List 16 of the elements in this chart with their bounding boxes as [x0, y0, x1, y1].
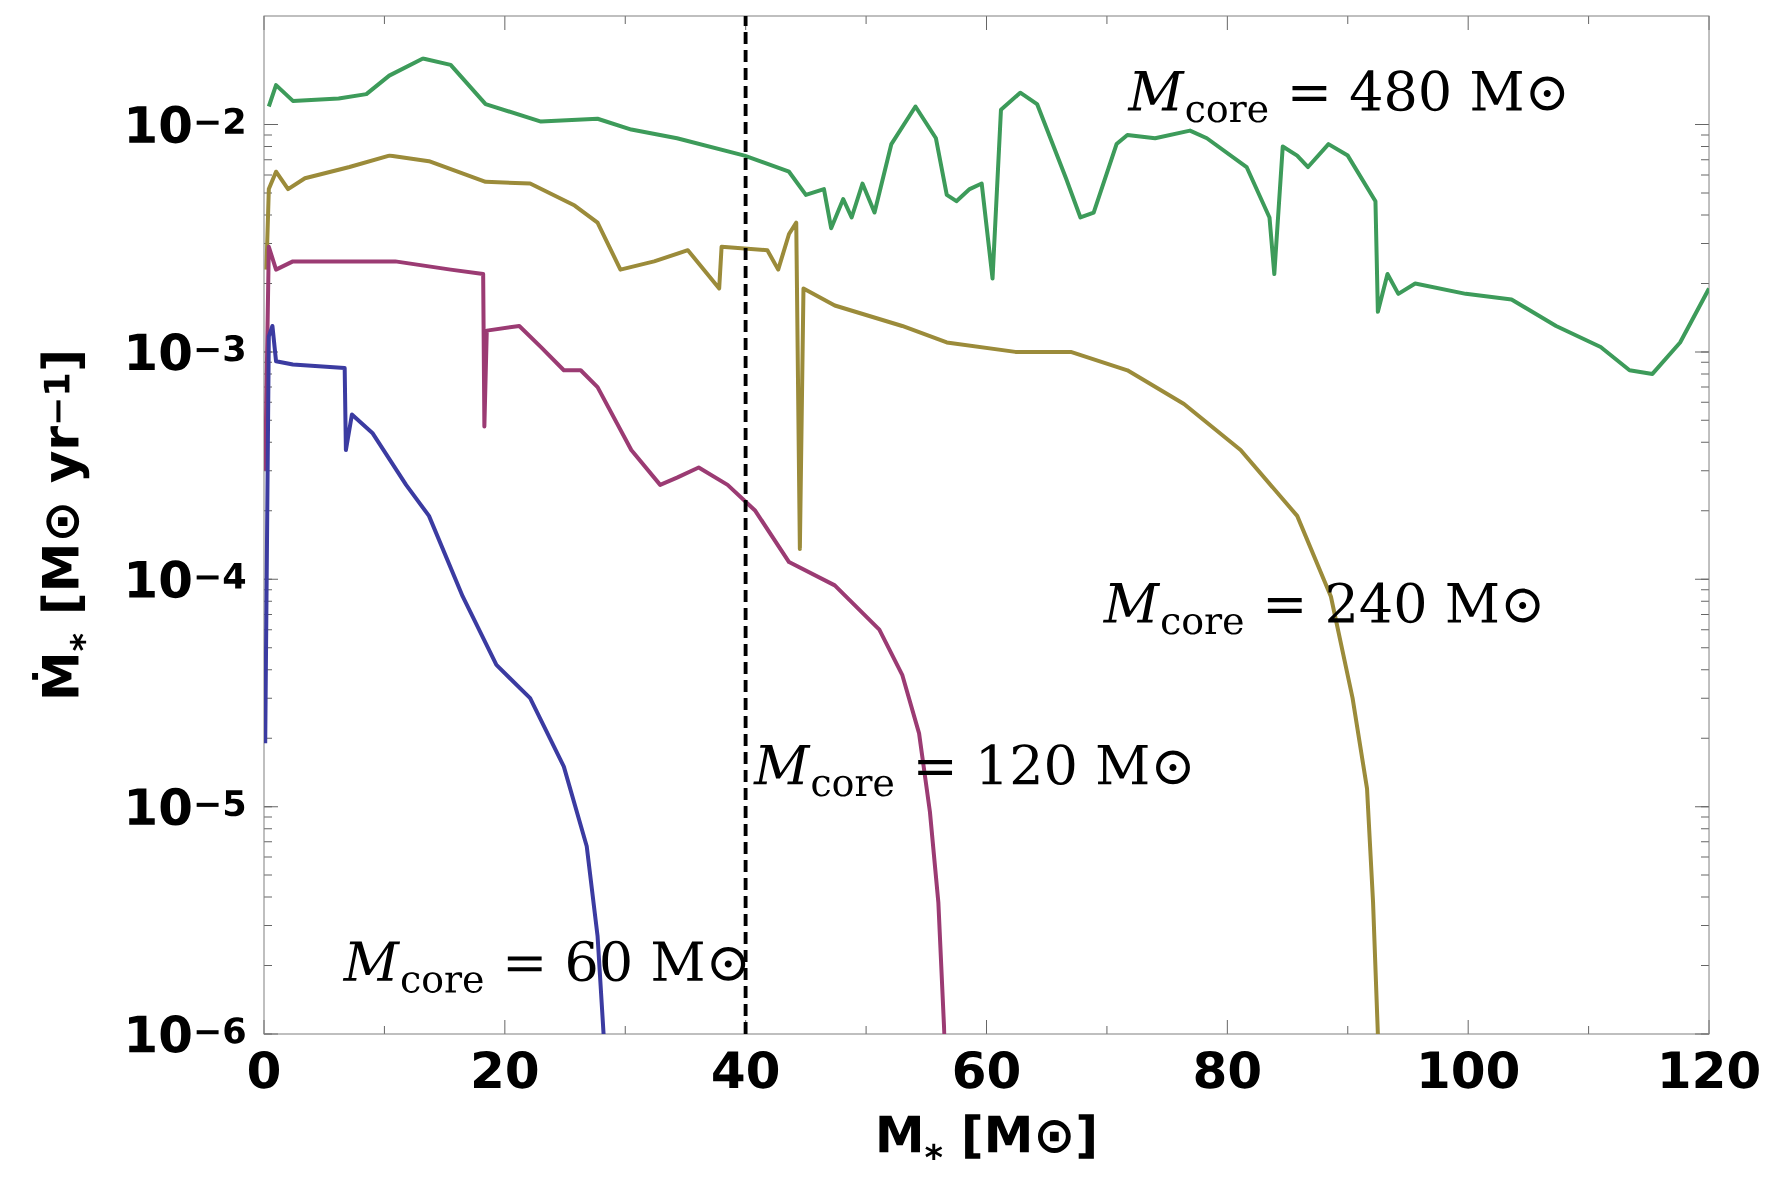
- annotation: M$_{core}$ = 480 M⊙: [1127, 70, 1565, 123]
- x-tick-label: 20: [474, 1050, 538, 1089]
- x-tick-label: 80: [1195, 1050, 1260, 1089]
- y-tick-label: 10$^{−2}$: [129, 105, 244, 144]
- x-tick-label: 60: [954, 1050, 1019, 1089]
- x-tick-label: 100: [1421, 1050, 1518, 1089]
- text: Ṁ$_{*}$ [M⊙ yr$^{−1}$]: [32, 353, 90, 697]
- y-tick-label: 10$^{−4}$: [129, 560, 246, 599]
- x-tick-label: 120: [1662, 1050, 1759, 1089]
- text: M$_{*}$ [M⊙]: [879, 1114, 1094, 1160]
- x-tick-label: 40: [713, 1050, 779, 1089]
- y-tick-label: 10$^{−6}$: [129, 1015, 245, 1053]
- y-tick-label: 10$^{−3}$: [129, 332, 244, 371]
- x-tick-label: 0: [249, 1050, 280, 1089]
- line-series: [266, 56, 1710, 376]
- y-tick-label: 10$^{−5}$: [129, 787, 245, 826]
